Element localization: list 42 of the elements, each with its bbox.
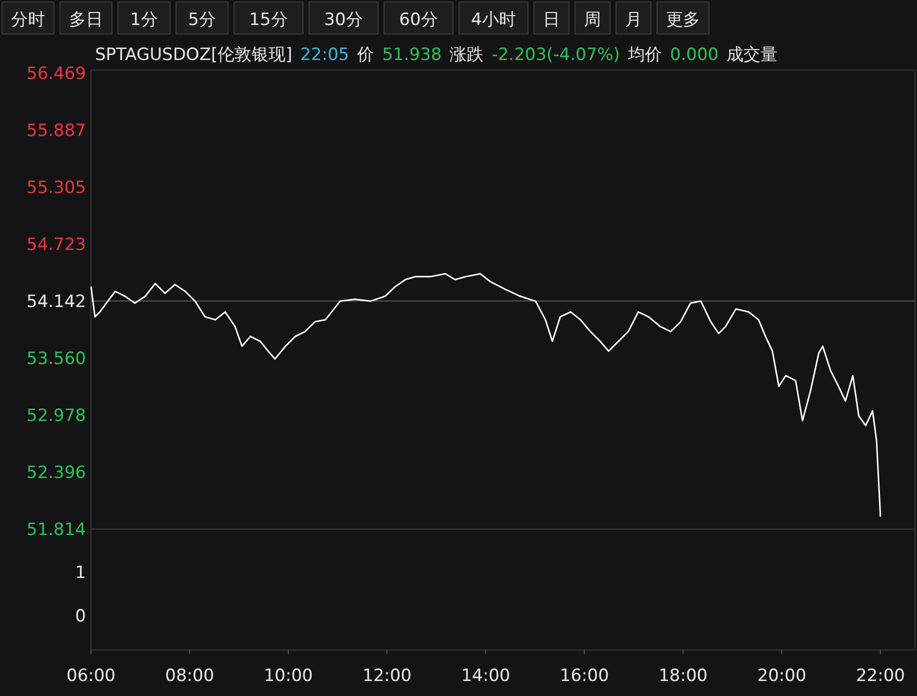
text: 价 bbox=[356, 45, 374, 65]
text: 0.000 bbox=[670, 45, 719, 65]
x-tick-label: 14:00 bbox=[461, 666, 510, 686]
text: 成交量 bbox=[726, 45, 778, 65]
x-tick-label: 16:00 bbox=[560, 666, 609, 686]
y-tick-label: 0 bbox=[75, 606, 86, 626]
text: 日 bbox=[543, 10, 560, 30]
y-tick-label: 1 bbox=[75, 563, 86, 584]
x-tick-label: 20:00 bbox=[757, 666, 806, 686]
text: 更多 bbox=[666, 10, 700, 30]
text: 51.938 bbox=[382, 45, 442, 65]
y-tick-label: 54.723 bbox=[26, 235, 86, 256]
text: 1分 bbox=[130, 10, 158, 30]
chart-subtitle: 22:05 bbox=[300, 45, 350, 65]
x-tick-label: 08:00 bbox=[165, 666, 214, 686]
y-tick-label: 52.396 bbox=[26, 462, 86, 483]
y-tick-label: 53.560 bbox=[26, 348, 86, 369]
y-tick-label: 55.887 bbox=[26, 121, 86, 142]
text: 周 bbox=[584, 10, 601, 30]
y-tick-label: 52.978 bbox=[26, 406, 86, 426]
text: 月 bbox=[625, 10, 642, 30]
x-tick-label: 06:00 bbox=[66, 666, 116, 686]
chart-title: SPTAGUSDOZ[伦敦银现] bbox=[95, 45, 292, 65]
y-tick-label: 54.142 bbox=[26, 292, 86, 312]
x-tick-label: 18:00 bbox=[658, 666, 708, 686]
y-tick-label: 56.469 bbox=[26, 64, 86, 84]
x-tick-label: 12:00 bbox=[362, 666, 412, 686]
text: 分时 bbox=[11, 10, 45, 30]
text: 30分 bbox=[324, 10, 363, 30]
text: 4小时 bbox=[471, 10, 516, 30]
x-tick-label: 22:00 bbox=[856, 666, 905, 686]
text: 60分 bbox=[399, 10, 438, 30]
text: 多日 bbox=[69, 10, 103, 30]
line-series bbox=[90, 272, 882, 518]
text: 涨跌 bbox=[450, 45, 484, 65]
x-tick-label: 10:00 bbox=[264, 666, 313, 686]
y-tick-label: 51.814 bbox=[26, 520, 86, 540]
text: 15分 bbox=[249, 10, 288, 30]
text: -2.203(-4.07%) bbox=[492, 45, 620, 65]
text: 5分 bbox=[188, 10, 216, 30]
text: 均价 bbox=[626, 45, 662, 65]
y-tick-label: 55.305 bbox=[26, 178, 86, 198]
